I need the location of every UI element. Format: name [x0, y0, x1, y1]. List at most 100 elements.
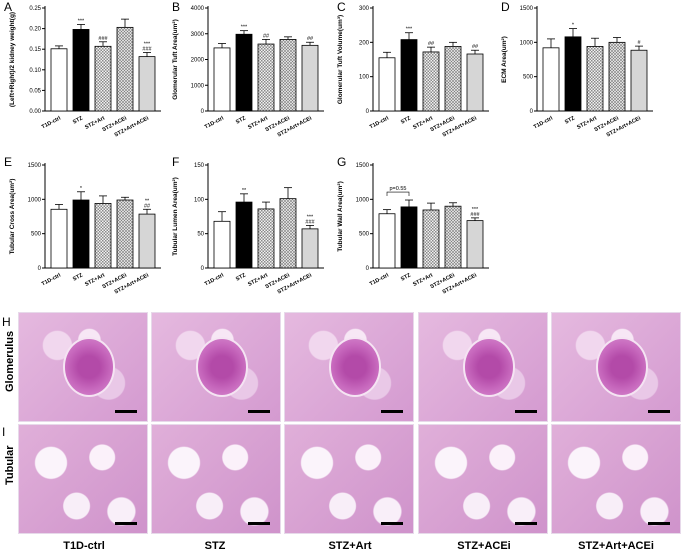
- bar-b-1: [235, 33, 253, 112]
- y-axis-label-c: Glomerular Tuft Volume(um³): [337, 15, 344, 104]
- category-label-f-1: STZ: [235, 272, 248, 282]
- column-label-stz-acei: STZ+ACEi: [457, 540, 511, 552]
- y-tick-label-b: 3000: [191, 32, 205, 38]
- category-label-g-0: T1D-ctrl: [369, 272, 391, 287]
- bar-e-4: [138, 213, 156, 269]
- row-label-tubular: Tubular: [4, 445, 16, 485]
- tubular-micrograph-2: [284, 424, 414, 534]
- y-tick-label-e: 500: [31, 232, 42, 238]
- y-tick-label-g: 1000: [356, 197, 370, 203]
- y-tick-label-a: 0.00: [29, 109, 41, 115]
- tubular-micrograph-1: [151, 424, 281, 534]
- bar-c-4: [466, 53, 484, 112]
- glomerulus-structure: [195, 336, 249, 397]
- bar-a-2: [94, 45, 112, 112]
- bar-charts-figure: A(Left+Right)/2 kidney weight(g) 0.00 0.05…: [4, 0, 653, 296]
- bar-c-2: [422, 51, 440, 112]
- panel-letter-i: I: [2, 425, 6, 439]
- category-label-g-1: STZ: [400, 272, 413, 282]
- significance-label-f-1: **: [242, 188, 247, 194]
- bar-a-4: [138, 56, 156, 112]
- scale-bar: [515, 522, 537, 525]
- bar-f-4: [301, 228, 319, 269]
- bar-c-0: [378, 57, 396, 112]
- glomerulus-structure: [462, 336, 516, 397]
- scale-bar: [248, 522, 270, 525]
- bar-c-3: [444, 46, 462, 112]
- y-tick-label-d: 1000: [520, 40, 534, 46]
- category-label-d-1: STZ: [564, 115, 577, 125]
- significance-label-a-2: ###: [98, 36, 108, 42]
- glomerulus-micrograph-0: [18, 312, 148, 422]
- scale-bar: [515, 410, 537, 413]
- y-tick-label-b: 4000: [191, 6, 205, 12]
- bar-g-1: [400, 206, 418, 269]
- category-label-c-0: T1D-ctrl: [369, 115, 391, 130]
- panel-letter-a: A: [4, 0, 12, 14]
- bar-d-0: [542, 47, 560, 112]
- bar-d-1: [564, 36, 582, 112]
- category-label-a-1: STZ: [72, 115, 85, 125]
- y-tick-label-g: 500: [359, 232, 370, 238]
- y-tick-label-c: 0: [366, 109, 370, 115]
- panel-letter-e: E: [4, 155, 12, 169]
- y-tick-label-e: 1500: [28, 163, 42, 169]
- category-label-c-1: STZ: [400, 115, 413, 125]
- category-label-d-0: T1D-ctrl: [533, 115, 555, 130]
- scale-bar: [648, 410, 670, 413]
- scale-bar: [115, 410, 137, 413]
- glomerulus-micrograph-2: [284, 312, 414, 422]
- y-tick-label-a: 0.25: [29, 6, 41, 12]
- y-tick-label-d: 0: [530, 109, 534, 115]
- y-tick-label-e: 0: [38, 266, 42, 272]
- significance-label-c-2: ##: [428, 41, 435, 47]
- y-tick-label-f: 150: [194, 163, 205, 169]
- y-tick-label-g: 0: [366, 266, 370, 272]
- significance-label-e-4: ##: [144, 203, 151, 209]
- bar-a-1: [72, 29, 90, 112]
- y-tick-label-a: 0.10: [29, 68, 41, 74]
- tubular-micrograph-3: [418, 424, 548, 534]
- y-tick-label-c: 300: [359, 6, 370, 12]
- bar-e-3: [116, 199, 134, 269]
- y-axis-label-e: Tubular Cross Area(um²): [9, 179, 16, 255]
- bar-f-2: [257, 208, 275, 269]
- column-label-t1d-ctrl: T1D-ctrl: [63, 540, 105, 552]
- significance-label-c-1: ***: [406, 27, 413, 33]
- bar-c-1: [400, 39, 418, 112]
- significance-label-a-1: ***: [78, 18, 85, 24]
- panel-letter-b: B: [172, 0, 180, 14]
- panel-letter-g: G: [337, 155, 346, 169]
- column-label-stz-art-acei: STZ+Art+ACEi: [578, 540, 654, 552]
- bar-g-0: [378, 213, 396, 269]
- y-tick-label-b: 1000: [191, 83, 205, 89]
- category-label-f-0: T1D-ctrl: [204, 272, 226, 287]
- significance-label-a-4: ***: [144, 41, 151, 47]
- significance-label-a-4: ###: [142, 46, 152, 52]
- scale-bar: [248, 410, 270, 413]
- y-tick-label-d: 500: [523, 75, 534, 81]
- significance-label-d-1: *: [572, 23, 575, 29]
- scale-bar: [381, 522, 403, 525]
- panel-letter-c: C: [337, 0, 346, 14]
- category-label-b-0: T1D-ctrl: [204, 115, 226, 130]
- y-tick-label-c: 100: [359, 75, 370, 81]
- bar-e-0: [50, 208, 68, 269]
- glomerulus-micrograph-1: [151, 312, 281, 422]
- significance-label-e-4: **: [145, 198, 150, 204]
- y-tick-label-a: 0.15: [29, 47, 41, 53]
- significance-label-b-2: ##: [263, 33, 270, 39]
- tubular-micrograph-0: [18, 424, 148, 534]
- glomerulus-micrograph-4: [551, 312, 681, 422]
- significance-label-f-4: ###: [305, 219, 315, 225]
- bar-f-1: [235, 201, 253, 269]
- row-label-glomerulus: Glomerulus: [4, 330, 16, 392]
- y-tick-label-a: 0.20: [29, 27, 41, 33]
- category-label-e-0: T1D-ctrl: [41, 272, 63, 287]
- bar-d-3: [608, 41, 626, 112]
- glomerulus-structure: [62, 336, 116, 397]
- y-tick-label-g: 1500: [356, 163, 370, 169]
- significance-label-g-4: ***: [472, 207, 479, 213]
- significance-label-b-1: ***: [241, 25, 248, 31]
- y-tick-label-f: 100: [194, 197, 205, 203]
